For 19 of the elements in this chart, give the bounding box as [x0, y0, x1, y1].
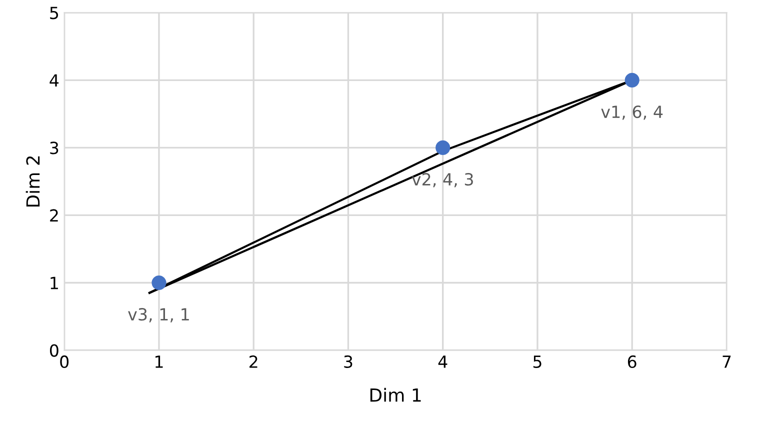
x-tick-label: 0	[60, 355, 69, 368]
y-tick-label: 5	[50, 6, 58, 20]
x-axis-title: Dim 1	[370, 388, 421, 402]
x-tick-label: 7	[722, 356, 731, 368]
x-tick-label: 1	[156, 356, 163, 368]
y-tick-label: 3	[50, 142, 58, 154]
data-label: v3, 1, 1	[128, 308, 189, 322]
x-tick-label: 2	[250, 355, 258, 368]
y-tick-label: 2	[50, 209, 58, 222]
x-tick-label: 6	[628, 355, 636, 368]
x-tick-label: 4	[438, 356, 448, 368]
y-axis-title: Dim 2	[26, 156, 40, 207]
y-tick-label: 1	[50, 276, 58, 290]
x-tick-label: 3	[344, 355, 352, 368]
y-tick-label: 4	[50, 74, 59, 87]
data-label: v2, 4, 3	[412, 172, 473, 188]
x-tick-label: 5	[533, 356, 542, 368]
data-label: v1, 6, 4	[601, 105, 663, 120]
y-tick-label: 0	[50, 344, 58, 357]
